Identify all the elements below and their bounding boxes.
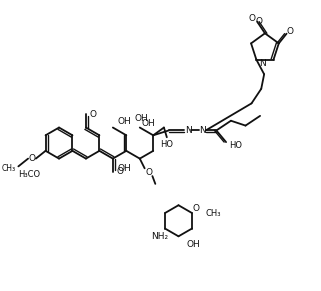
Text: OH: OH bbox=[118, 117, 132, 126]
Text: O: O bbox=[116, 167, 123, 176]
Text: N: N bbox=[199, 126, 206, 135]
Text: HO: HO bbox=[229, 141, 242, 150]
Text: NH₂: NH₂ bbox=[152, 232, 169, 241]
Text: HO: HO bbox=[160, 140, 173, 148]
Text: OH: OH bbox=[135, 114, 149, 123]
Text: O: O bbox=[145, 168, 152, 177]
Text: O: O bbox=[256, 17, 263, 26]
Text: O: O bbox=[89, 110, 96, 119]
Text: CH₃: CH₃ bbox=[205, 209, 221, 217]
Text: O: O bbox=[287, 27, 294, 36]
Text: O: O bbox=[249, 14, 256, 23]
Text: O: O bbox=[192, 204, 199, 213]
Text: H₃CO: H₃CO bbox=[18, 170, 40, 179]
Text: N: N bbox=[185, 126, 192, 135]
Text: CH₃: CH₃ bbox=[1, 164, 15, 173]
Text: OH: OH bbox=[142, 119, 155, 128]
Text: N: N bbox=[259, 59, 265, 68]
Text: OH: OH bbox=[118, 164, 132, 173]
Text: OH: OH bbox=[186, 239, 200, 249]
Text: O: O bbox=[29, 154, 35, 163]
